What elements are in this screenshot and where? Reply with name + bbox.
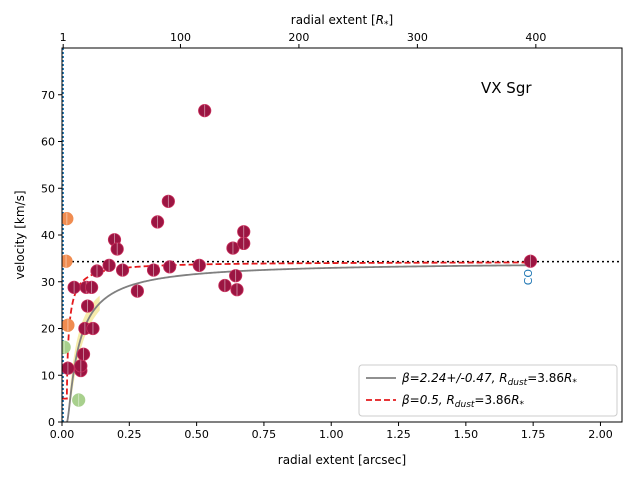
data-point-maser [163,260,177,274]
y-tick-label: 30 [41,276,55,289]
data-point-maser [161,194,175,208]
x-tick-label: 0.25 [117,428,142,441]
top-axis-title: radial extent [R*] [291,13,393,30]
y-axis-title: velocity [km/s] [13,190,27,279]
data-point-maser [192,258,206,272]
data-point-maser [198,104,212,118]
top-tick-label: 100 [170,31,191,44]
data-point-maser [90,264,104,278]
data-point-maser [237,225,251,239]
data-point-inner [62,212,74,226]
x-tick-label: 0.00 [50,428,75,441]
x-tick-label: 0.75 [252,428,277,441]
top-tick-label: 300 [407,31,428,44]
x-tick-label: 1.50 [454,428,479,441]
data-point-maser [130,284,144,298]
data-point-maser [110,242,124,256]
data-point-maser [218,278,232,293]
data-point-maser [230,283,244,297]
data-point-maser [150,215,165,229]
star-name: VX Sgr [481,79,532,97]
legend: β=2.24+/-0.47, Rdust=3.86R* β=0.5, Rdust… [358,364,618,417]
left-y-ticks: 0 10 20 30 40 50 60 70 [41,89,62,429]
point-marker [62,254,73,268]
y-tick-label: 40 [41,229,55,242]
data-point-maser [115,263,130,277]
top-x-ticks: 1 100 200 300 400 [60,31,546,48]
data-point-maser [146,263,161,277]
data-point-maser [86,321,100,336]
data-point-maser [237,236,251,251]
y-tick-label: 20 [41,323,55,336]
top-tick-label: 200 [288,31,309,44]
y-tick-label: 0 [48,416,55,429]
data-point-inner [62,254,73,268]
co-label: CO [522,269,535,286]
y-tick-label: 10 [41,369,55,382]
legend-label-beta-fit: β=2.24+/-0.47, Rdust=3.86R* [401,371,577,388]
data-point-innermost [72,393,86,407]
data-point-maser [102,258,116,272]
data-point-maser [62,361,75,375]
y-tick-label: 50 [41,182,55,195]
legend-box [358,364,618,417]
data-points [62,104,538,407]
data-point-maser [80,299,95,313]
data-point-maser [67,280,81,294]
point-marker [62,212,74,226]
data-point-maser [523,254,538,268]
x-tick-label: 2.00 [588,428,613,441]
plot-area [62,48,622,422]
data-point-maser [229,269,243,283]
data-point-inner [62,318,75,332]
x-tick-label: 1.00 [319,428,344,441]
x-tick-label: 1.75 [521,428,546,441]
y-tick-label: 60 [41,136,55,149]
bottom-x-ticks: 0.00 0.25 0.50 0.75 1.00 1.25 1.50 1.75 2.00 [50,422,613,441]
x-axis-title: radial extent [arcsec] [278,453,406,467]
legend-label-beta-fixed: β=0.5, Rdust=3.86R* [401,393,525,410]
data-point-maser [76,347,91,361]
data-point-innermost [62,340,71,354]
data-point-maser [74,359,88,373]
data-point-maser [85,280,99,294]
data-point-maser [226,241,240,255]
x-tick-label: 1.25 [386,428,411,441]
top-tick-label: 1 [60,31,67,44]
x-tick-label: 0.50 [184,428,209,441]
top-tick-label: 400 [525,31,546,44]
y-tick-label: 70 [41,89,55,102]
beta-fit-curve [66,264,531,422]
